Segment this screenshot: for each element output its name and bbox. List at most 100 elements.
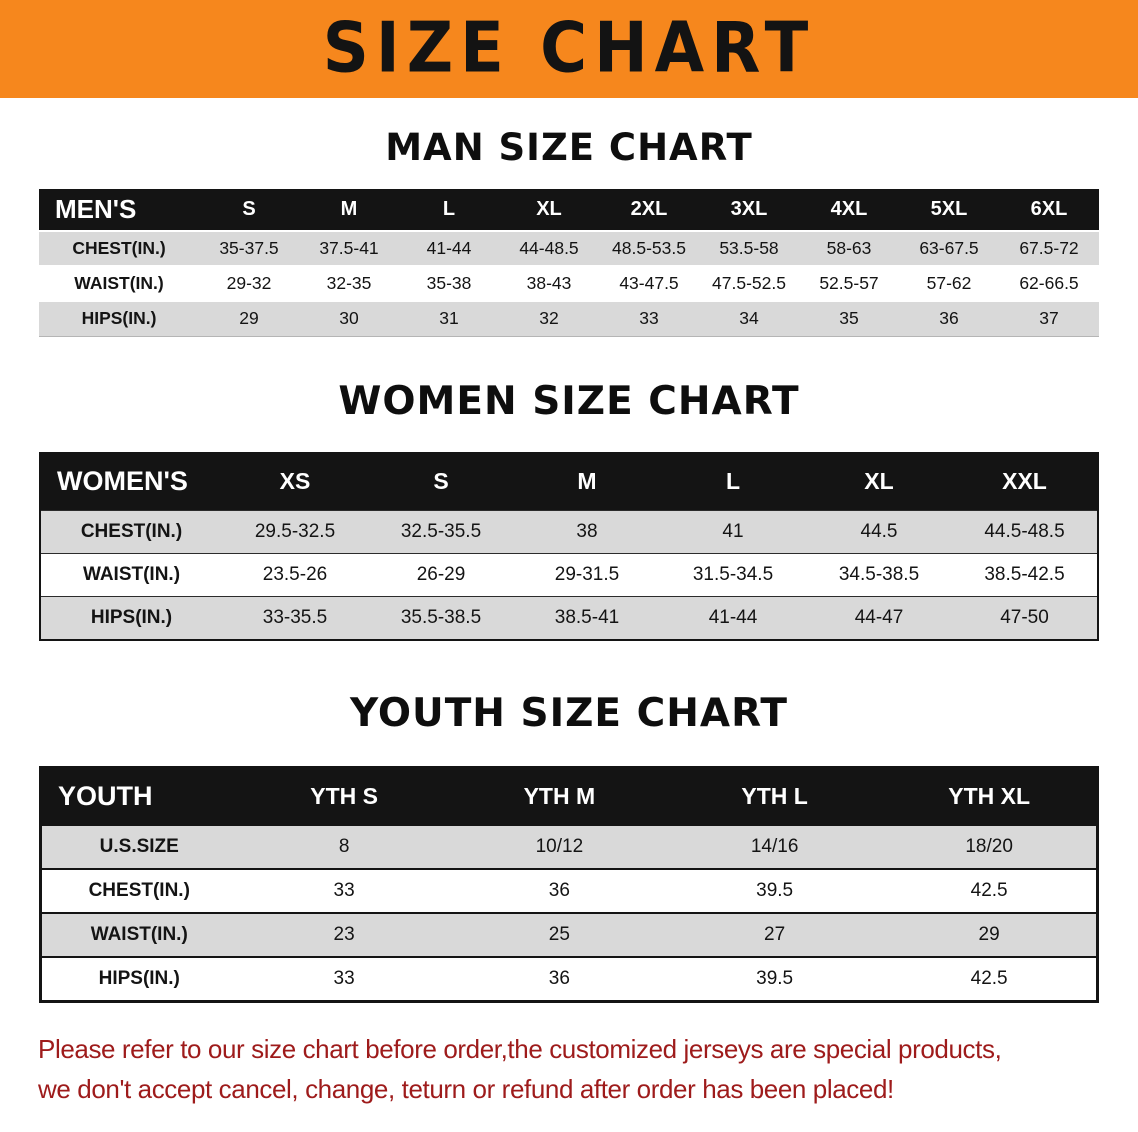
value-cell: 33 [333,967,355,989]
size-header-cell: YTH L [667,767,883,825]
table-header-row: YOUTH YTH S YTH M YTH L YTH XL [40,767,1098,825]
value-cell: 39.5 [756,967,794,989]
table-row: CHEST(IN.) 29.5-32.5 32.5-35.5 38 41 44.5 44.5… [40,510,1098,554]
size-header-cell: 6XL [999,189,1099,231]
row-label-cell: U.S.SIZE [99,836,179,857]
value-cell: 35-37.5 [219,238,279,258]
value-cell: 41-44 [426,238,472,258]
value-cell: 32.5-35.5 [400,521,482,542]
value-cell: 38-43 [526,273,572,293]
men-size-section: MAN SIZE CHART MEN'S S M L XL 2XL 3XL 4XL 5XL 6XL… [0,126,1138,337]
value-cell: 38.5-42.5 [984,564,1065,585]
value-cell: 44.5-48.5 [984,521,1065,542]
value-cell: 38 [576,521,598,542]
table-row: HIPS(IN.) 29 30 31 32 33 34 35 36 37 [39,301,1099,336]
size-header-cell: YTH S [236,767,452,825]
table-row: WAIST(IN.) 23 25 27 29 [40,913,1098,957]
value-cell: 53.5-58 [719,238,779,258]
table-row: WAIST(IN.) 29-32 32-35 35-38 38-43 43-47.5 47.… [39,266,1099,301]
value-cell: 18/20 [965,836,1013,857]
value-cell: 32-35 [326,273,372,293]
value-cell: 44-47 [854,606,904,628]
table-title-cell: WOMEN'S [40,452,222,511]
size-header-cell: L [399,189,499,231]
row-label-cell: WAIST(IN.) [82,564,181,585]
size-header-cell: S [199,189,299,231]
table-header-row: MEN'S S M L XL 2XL 3XL 4XL 5XL 6XL [39,189,1099,231]
value-cell: 25 [548,924,570,945]
value-cell: 29 [239,308,259,329]
size-header-cell: YTH M [451,767,667,825]
table-header-row: WOMEN'S XS S M L XL XXL [40,452,1098,511]
value-cell: 26-29 [416,564,466,585]
men-section-heading: MAN SIZE CHART [385,126,753,169]
value-cell: 35-38 [426,273,472,293]
row-label-cell: WAIST(IN.) [74,273,164,293]
value-cell: 27 [764,924,786,945]
value-cell: 43-47.5 [619,273,679,293]
value-cell: 14/16 [750,836,799,857]
disclaimer: Please refer to our size chart before or… [0,1029,1138,1110]
women-section-heading: WOMEN SIZE CHART [338,378,800,424]
value-cell: 63-67.5 [919,238,979,258]
value-cell: 62-66.5 [1019,273,1079,293]
value-cell: 23.5-26 [262,564,328,585]
women-size-table: WOMEN'S XS S M L XL XXL CHEST(IN.) 29.5-32.5 32.5… [39,451,1099,641]
row-label-cell: HIPS(IN.) [81,308,157,329]
size-header-cell: XL [806,452,952,511]
value-cell: 32 [539,308,559,329]
size-header-cell: 4XL [799,189,899,231]
value-cell: 39.5 [756,880,794,901]
value-cell: 29.5-32.5 [254,521,336,542]
youth-section-heading: YOUTH SIZE CHART [350,690,788,736]
value-cell: 33 [333,880,355,901]
value-cell: 29-32 [226,273,272,293]
value-cell: 37.5-41 [319,238,379,258]
size-header-cell: XXL [952,452,1098,511]
value-cell: 44.5 [860,521,898,542]
value-cell: 47.5-52.5 [712,273,786,293]
table-row: WAIST(IN.) 23.5-26 26-29 29-31.5 31.5-34.5 34… [40,553,1098,597]
table-title-cell: YOUTH [40,767,237,825]
value-cell: 42.5 [970,880,1008,901]
value-cell: 38.5-41 [554,606,620,628]
table-row: HIPS(IN.) 33 36 39.5 42.5 [40,957,1098,1001]
value-cell: 8 [338,836,350,857]
value-cell: 36 [548,967,570,989]
value-cell: 35 [839,308,859,329]
value-cell: 41 [722,521,744,542]
value-cell: 67.5-72 [1019,238,1079,258]
row-label-cell: CHEST(IN.) [88,880,190,901]
value-cell: 33 [639,308,659,329]
value-cell: 30 [339,308,359,329]
size-header-cell: 2XL [599,189,699,231]
value-cell: 34.5-38.5 [838,564,920,585]
size-header-cell: L [660,452,806,511]
table-title-cell: MEN'S [39,189,199,231]
size-header-cell: M [299,189,399,231]
size-header-cell: XS [222,452,368,511]
size-header-cell: M [514,452,660,511]
women-size-section: WOMEN SIZE CHART WOMEN'S XS S M L XL XXL CHEST(… [0,379,1138,641]
row-label-cell: CHEST(IN.) [80,521,183,542]
size-chart-banner: SIZE CHART [0,0,1138,98]
value-cell: 36 [548,880,570,901]
value-cell: 58-63 [826,238,872,258]
value-cell: 36 [939,308,959,329]
table-row: U.S.SIZE 8 10/12 14/16 18/20 [40,825,1098,869]
row-label-cell: HIPS(IN.) [90,606,173,628]
size-header-cell: 3XL [699,189,799,231]
table-row: CHEST(IN.) 35-37.5 37.5-41 41-44 44-48.5 48.5… [39,231,1099,266]
value-cell: 37 [1039,308,1059,329]
value-cell: 48.5-53.5 [612,238,686,258]
value-cell: 52.5-57 [819,273,879,293]
disclaimer-line-1: Please refer to our size chart before or… [38,1033,1002,1064]
disclaimer-line-2: we don't accept cancel, change, teturn o… [38,1073,894,1104]
value-cell: 47-50 [1000,606,1049,628]
row-label-cell: HIPS(IN.) [98,967,180,989]
value-cell: 34 [739,308,759,329]
value-cell: 33-35.5 [262,606,328,628]
value-cell: 35.5-38.5 [400,606,482,628]
value-cell: 41-44 [708,606,758,628]
